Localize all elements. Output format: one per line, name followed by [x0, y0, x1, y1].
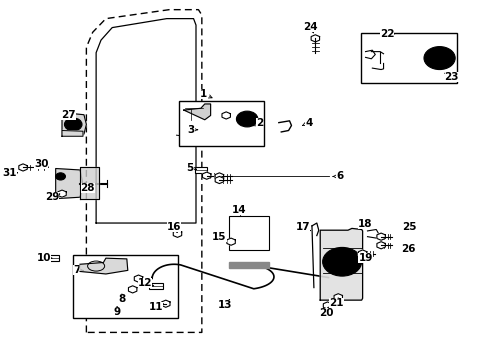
- Polygon shape: [215, 176, 223, 184]
- Polygon shape: [128, 286, 137, 293]
- Text: 10: 10: [37, 253, 52, 263]
- Polygon shape: [358, 250, 366, 257]
- Polygon shape: [310, 35, 319, 42]
- Bar: [49, 256, 59, 261]
- Polygon shape: [80, 167, 99, 199]
- Text: 12: 12: [137, 278, 153, 288]
- Text: 17: 17: [295, 222, 310, 232]
- Polygon shape: [62, 113, 86, 136]
- Polygon shape: [320, 228, 362, 300]
- Polygon shape: [333, 294, 342, 301]
- Text: 4: 4: [302, 118, 312, 128]
- Polygon shape: [58, 190, 66, 197]
- Bar: [149, 283, 163, 289]
- Polygon shape: [222, 112, 230, 119]
- Text: 29: 29: [45, 192, 60, 202]
- Text: 30: 30: [34, 159, 48, 169]
- Text: 18: 18: [358, 219, 372, 229]
- Polygon shape: [134, 275, 142, 282]
- Polygon shape: [62, 131, 83, 136]
- Bar: [179, 101, 264, 146]
- Text: 7: 7: [73, 265, 83, 275]
- Bar: [229, 216, 268, 250]
- Text: 28: 28: [81, 183, 95, 193]
- Text: 8: 8: [118, 294, 125, 304]
- Polygon shape: [19, 164, 27, 171]
- Polygon shape: [161, 300, 170, 307]
- Circle shape: [64, 118, 82, 131]
- Text: 14: 14: [231, 206, 245, 216]
- Text: 19: 19: [358, 253, 372, 263]
- Text: 5: 5: [186, 163, 196, 173]
- Text: 15: 15: [212, 232, 226, 242]
- Circle shape: [423, 46, 454, 69]
- Text: 11: 11: [148, 302, 163, 312]
- Polygon shape: [202, 172, 210, 179]
- Text: 6: 6: [332, 171, 343, 181]
- Polygon shape: [376, 233, 385, 240]
- Text: 31: 31: [2, 168, 18, 178]
- Bar: [194, 167, 206, 173]
- Text: 9: 9: [113, 307, 121, 317]
- Bar: [73, 255, 178, 318]
- Text: 3: 3: [187, 125, 197, 135]
- Polygon shape: [8, 169, 16, 176]
- Polygon shape: [80, 258, 127, 274]
- Text: 25: 25: [401, 222, 416, 232]
- Polygon shape: [376, 242, 385, 249]
- Text: 24: 24: [303, 22, 317, 33]
- Bar: [360, 33, 456, 83]
- Polygon shape: [229, 262, 268, 268]
- Polygon shape: [173, 230, 182, 237]
- Text: 22: 22: [379, 29, 394, 39]
- Text: 16: 16: [166, 222, 181, 233]
- Polygon shape: [215, 173, 223, 180]
- Text: 2: 2: [251, 118, 263, 128]
- Polygon shape: [323, 302, 331, 309]
- Text: 23: 23: [444, 72, 458, 82]
- Text: 21: 21: [328, 298, 343, 308]
- Text: 20: 20: [319, 307, 333, 318]
- Polygon shape: [226, 238, 235, 245]
- Text: 26: 26: [400, 244, 414, 254]
- Polygon shape: [183, 104, 210, 120]
- Circle shape: [236, 111, 257, 127]
- Text: 1: 1: [199, 89, 212, 99]
- Circle shape: [322, 247, 361, 276]
- Polygon shape: [56, 168, 83, 199]
- Circle shape: [56, 173, 65, 180]
- Text: 13: 13: [218, 300, 232, 310]
- Text: 27: 27: [61, 110, 76, 120]
